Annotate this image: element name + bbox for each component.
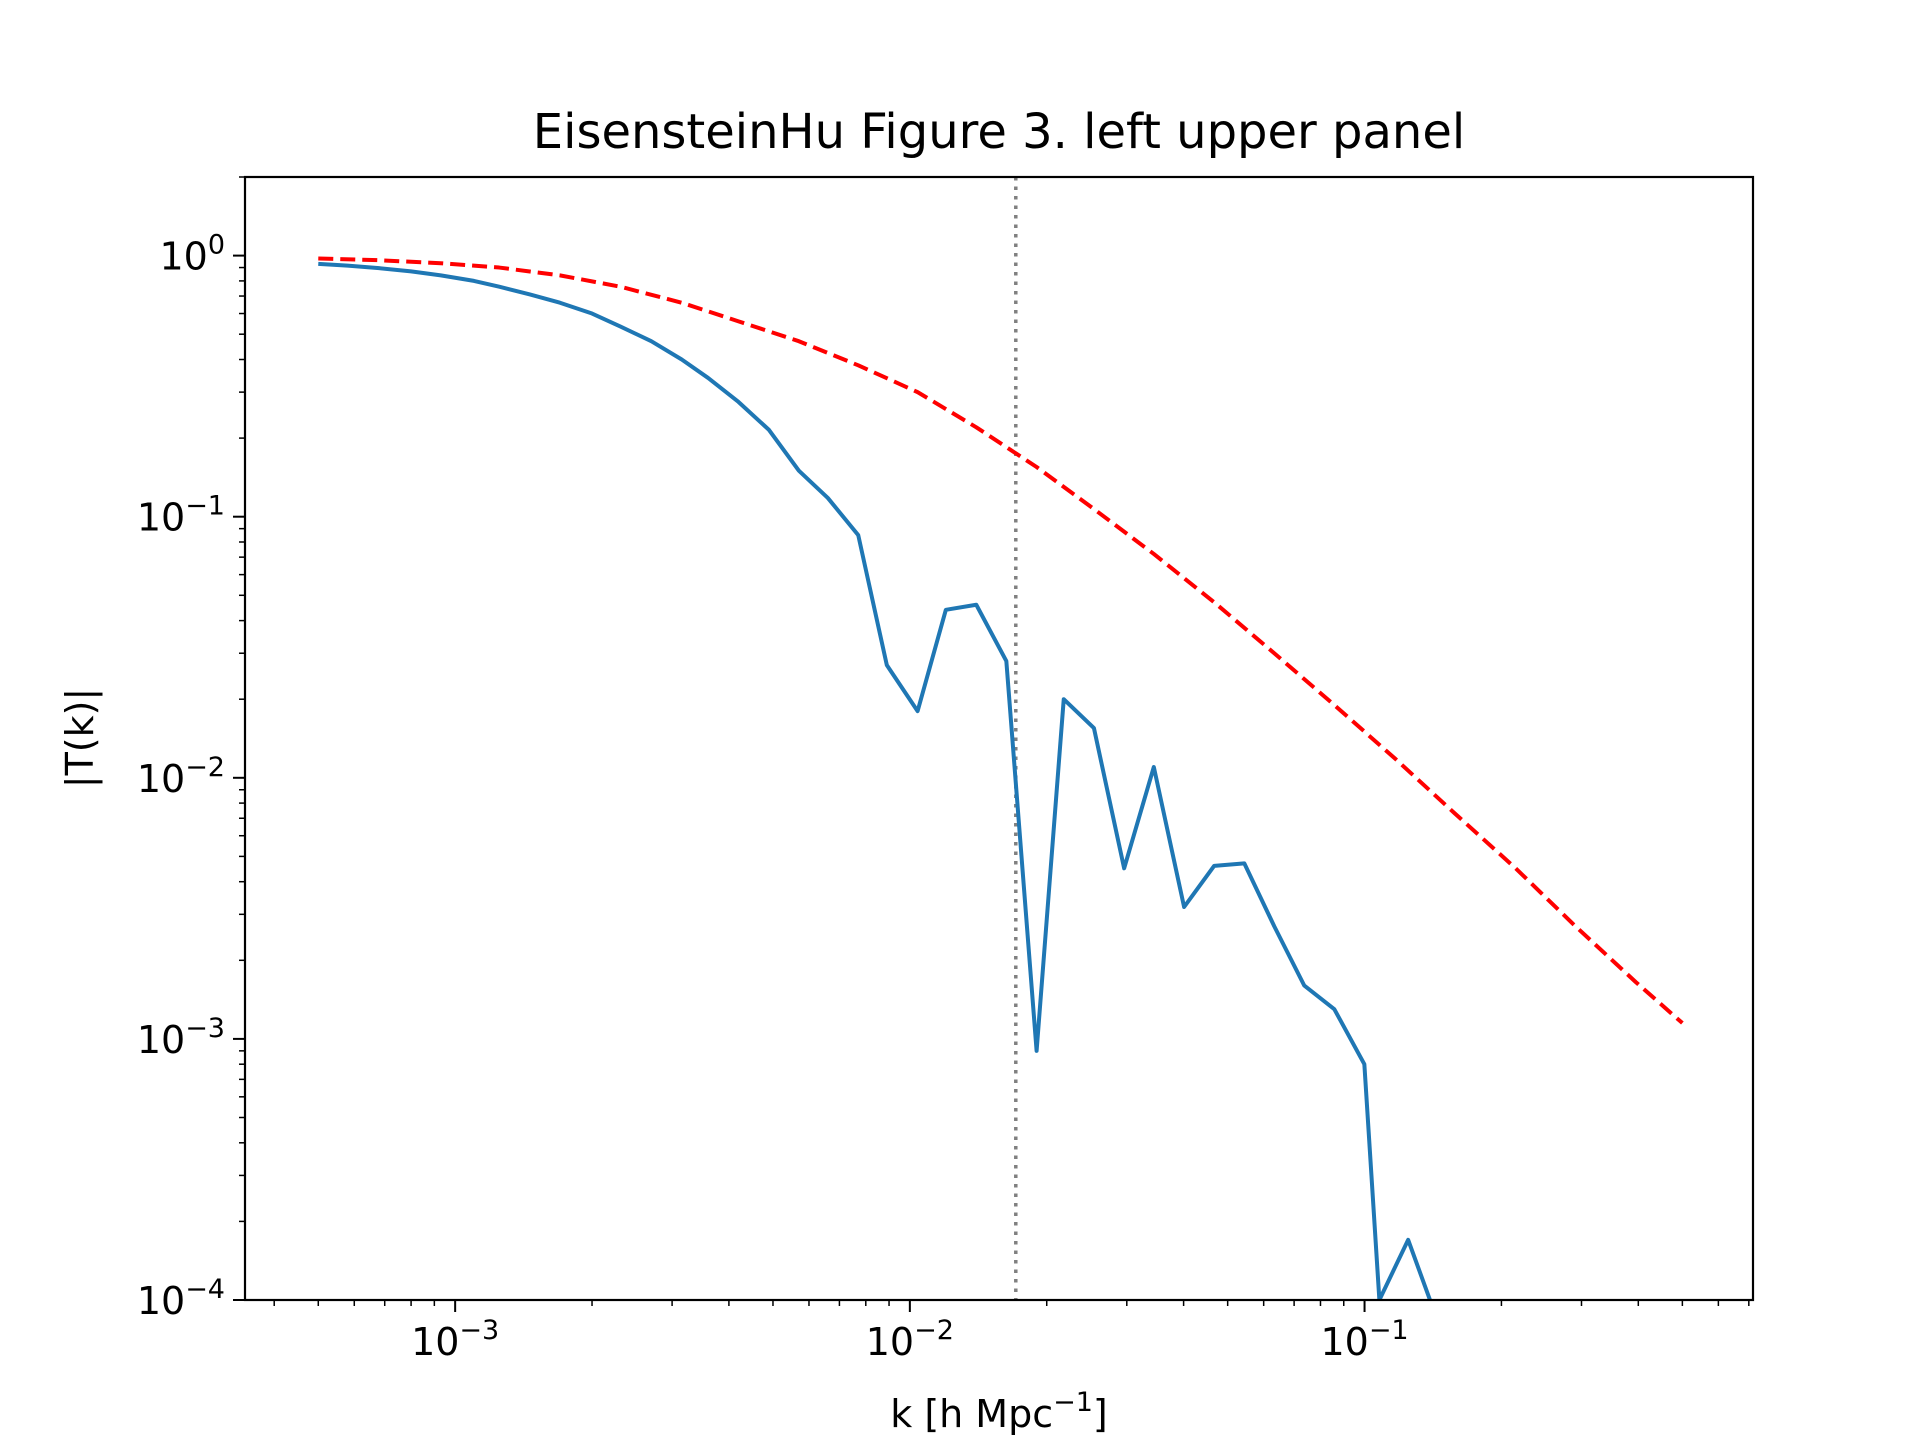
plot-frame xyxy=(243,175,1755,1302)
y-tick-label: 10−2 xyxy=(137,752,225,801)
chart-title: EisensteinHu Figure 3. left upper panel xyxy=(533,104,1465,160)
ticks-layer: 10−3 10−2 10−1 100 10−1 10−2 10−3 10−4 xyxy=(137,176,1750,1364)
x-axis-label: k [h Mpc−1] xyxy=(890,1387,1108,1436)
series-line-1 xyxy=(318,261,1432,1300)
y-axis-label: |T(k)| xyxy=(58,688,103,788)
y-tick-label: 100 xyxy=(159,230,225,279)
x-tick-label: 10−1 xyxy=(1320,1315,1408,1364)
y-tick-label: 10−1 xyxy=(137,491,225,540)
x-tick-label: 10−2 xyxy=(866,1315,954,1364)
x-tick-label: 10−3 xyxy=(411,1315,499,1364)
y-tick-label: 10−3 xyxy=(137,1013,225,1062)
x-axis-label-end: ] xyxy=(1093,1392,1108,1436)
y-tick-label: 10−4 xyxy=(137,1274,225,1323)
x-axis-label-sup: −1 xyxy=(1053,1387,1093,1418)
series-line-2 xyxy=(318,256,1684,1025)
series-layer xyxy=(318,177,1684,1300)
plot-area xyxy=(245,177,1753,1300)
x-axis-label-base: k [h Mpc xyxy=(890,1392,1053,1436)
